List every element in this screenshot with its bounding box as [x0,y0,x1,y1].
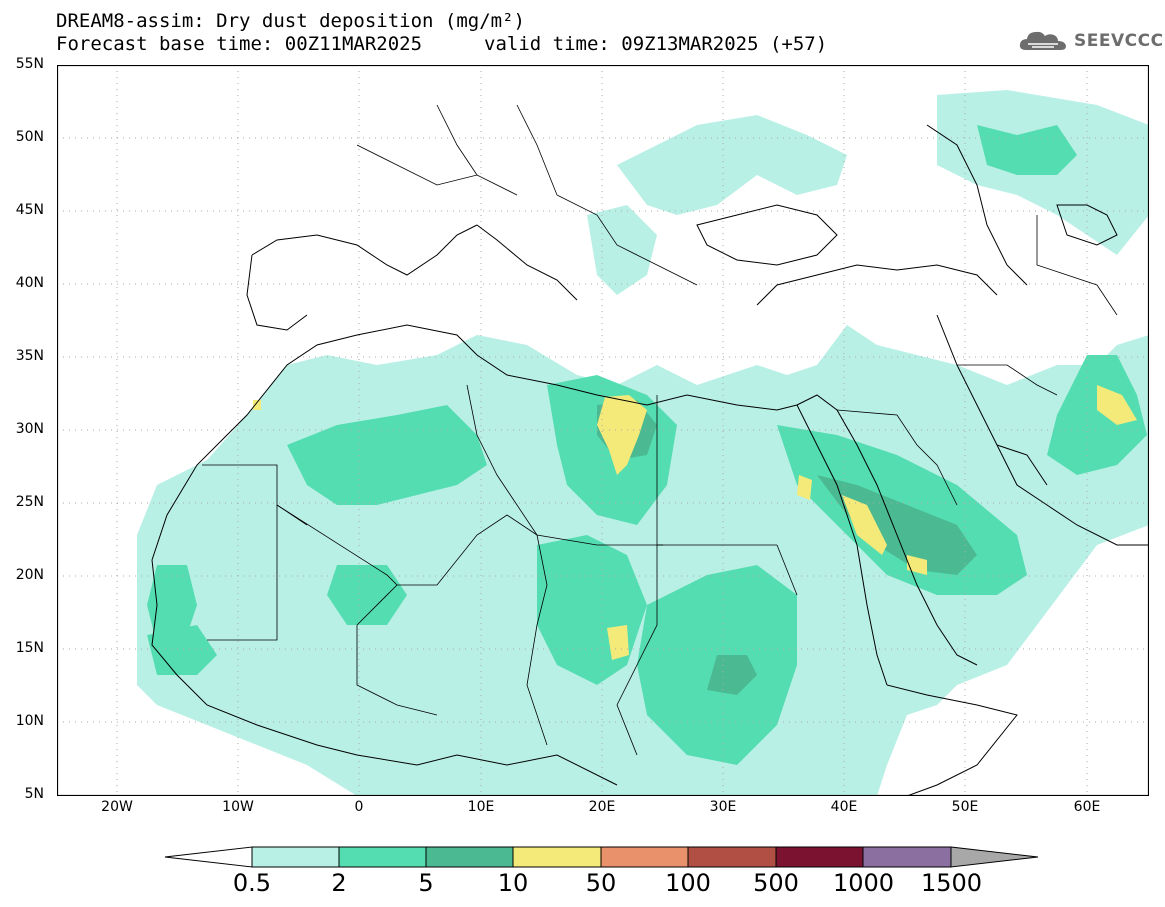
forecast-base-time: Forecast base time: 00Z11MAR2025 [56,33,423,55]
colorbar-swatch [600,846,689,868]
colorbar-swatch [687,846,777,868]
lat-label: 30N [15,421,44,437]
dust-level-10 [253,385,1137,660]
gridlines [57,65,1149,796]
lat-label: 5N [24,786,44,802]
colorbar-label: 100 [665,869,711,897]
lat-label: 20N [15,567,44,583]
colorbar-swatch [251,846,340,868]
colorbar-label: 10 [497,869,529,897]
colorbar-swatch [512,846,602,868]
valid-time: valid time: 09Z13MAR2025 (+57) [484,33,828,55]
lon-label: 50E [951,799,979,815]
lon-label: 10W [222,799,254,815]
country-borders [202,104,1118,756]
colorbar-label: 2 [331,869,347,897]
lon-label: 30E [709,799,737,815]
colorbar-label: 1500 [921,869,983,897]
colorbar-swatch [338,846,427,868]
map-frame [57,65,1149,796]
lon-label: 20E [588,799,616,815]
lon-label: 60E [1073,799,1101,815]
colorbar-over-arrow [950,846,1039,868]
colorbar-label: 1000 [833,869,895,897]
cloud-icon [1019,31,1066,50]
lon-label: 40E [830,799,858,815]
logo-text: SEEVCCC [1074,31,1164,51]
lat-label: 50N [15,129,44,145]
dust-map [57,65,1149,796]
lat-label: 55N [15,56,44,72]
colorbar-swatch [425,846,514,868]
colorbar-label: 500 [753,869,799,897]
colorbar-swatch [862,846,952,868]
seevccc-logo: SEEVCCC [1018,28,1164,54]
lon-label: 20W [101,799,133,815]
lat-label: 45N [15,202,44,218]
dust-fields [137,90,1149,796]
lat-label: 10N [15,713,44,729]
lat-label: 40N [15,275,44,291]
colorbar-label: 50 [585,869,617,897]
colorbar-label: 5 [418,869,434,897]
lon-label: 10E [467,799,495,815]
map-title: DREAM8-assim: Dry dust deposition (mg/m²… [56,10,525,32]
colorbar-label: 0.5 [232,869,272,897]
coastlines [151,124,1149,796]
colorbar-under-arrow [164,846,253,868]
colorbar-swatch [775,846,864,868]
lat-label: 15N [15,640,44,656]
lat-label: 25N [15,494,44,510]
lon-label: 0 [354,799,364,815]
lat-label: 35N [15,348,44,364]
